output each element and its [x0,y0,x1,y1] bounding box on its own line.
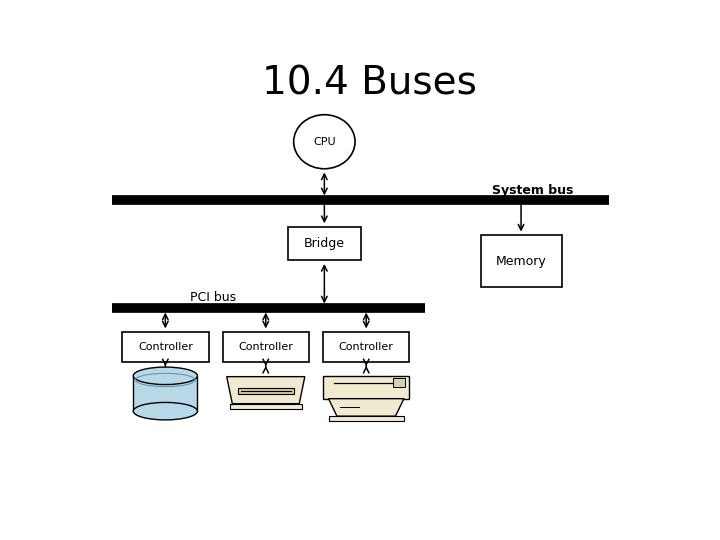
Text: 10.4 Buses: 10.4 Buses [261,64,477,103]
Ellipse shape [294,114,355,168]
Ellipse shape [133,367,197,384]
Bar [238,388,294,394]
Bar [481,235,562,287]
Bar [392,378,405,387]
Bar [328,416,404,421]
Bar [122,332,209,362]
Text: System bus: System bus [492,184,573,197]
Bar [288,227,361,260]
Ellipse shape [133,402,197,420]
Text: Controller: Controller [339,342,394,352]
Bar [230,404,302,409]
Bar [222,332,309,362]
Bar [323,376,410,399]
Bar [133,376,197,411]
Text: PCI bus: PCI bus [190,291,237,304]
Text: Controller: Controller [138,342,193,352]
Text: CPU: CPU [313,137,336,147]
Text: Memory: Memory [495,255,546,268]
Text: Controller: Controller [238,342,293,352]
Polygon shape [227,377,305,404]
Text: Bridge: Bridge [304,237,345,250]
Polygon shape [328,399,404,416]
Bar [323,332,410,362]
